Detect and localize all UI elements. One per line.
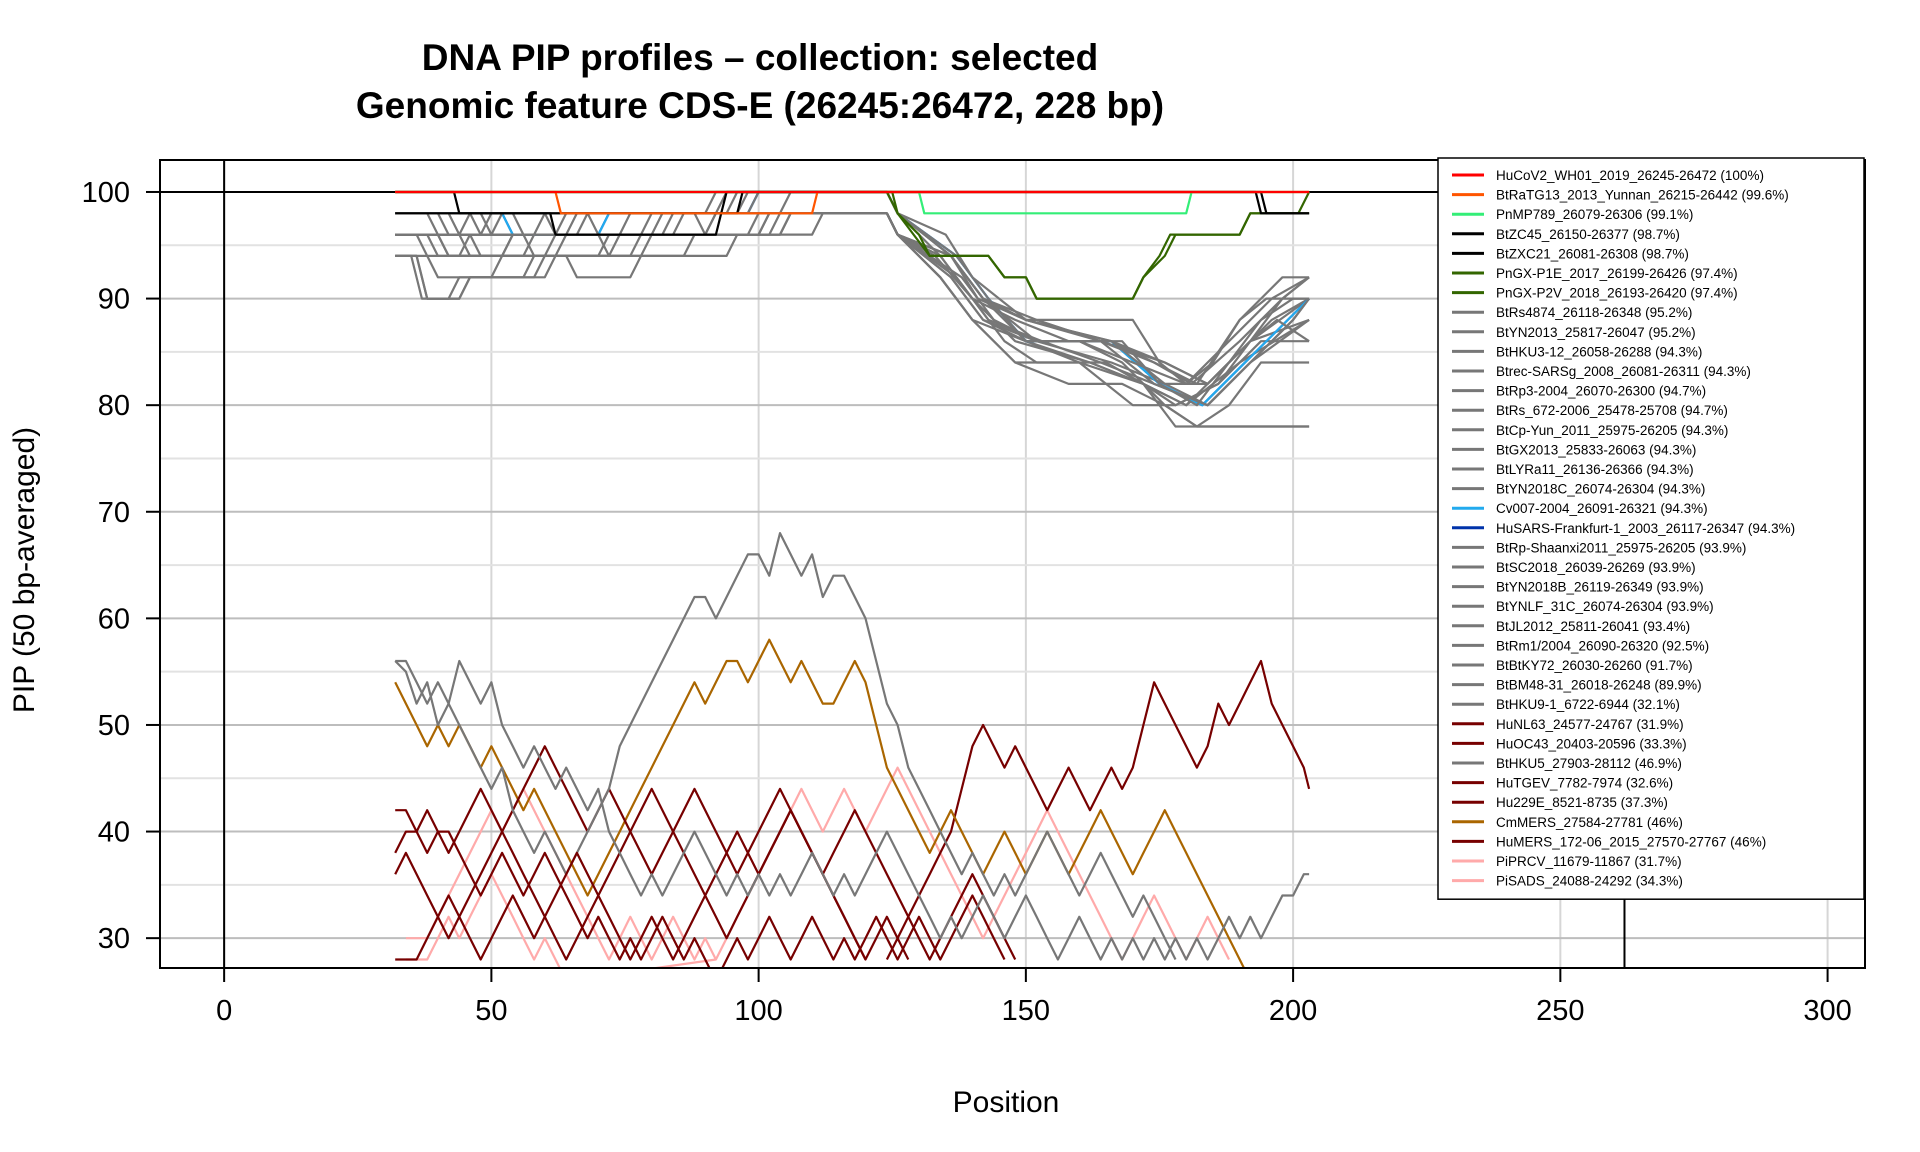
legend-entry: HuTGEV_7782-7974 (32.6%)	[1496, 776, 1673, 791]
legend-entry: BtRs4874_26118-26348 (95.2%)	[1496, 305, 1692, 320]
legend-entry: BtJL2012_25811-26041 (93.4%)	[1496, 619, 1690, 634]
legend-entry: BtHKU5_27903-28112 (46.9%)	[1496, 756, 1682, 771]
series-line	[395, 212, 1310, 407]
series-line	[395, 190, 1310, 385]
y-tick-label: 30	[98, 923, 130, 955]
plot-frame	[159, 159, 1866, 969]
legend-entry: CmMERS_27584-27781 (46%)	[1496, 815, 1683, 830]
x-tick-label: 250	[1536, 995, 1584, 1027]
legend-entry: HuNL63_24577-24767 (31.9%)	[1496, 717, 1684, 732]
series-line	[395, 190, 1310, 385]
y-tick-label: 90	[98, 284, 130, 316]
y-tick-label: 40	[98, 817, 130, 849]
legend-entry: BtBtKY72_26030-26260 (91.7%)	[1496, 658, 1693, 673]
x-tick-label: 0	[216, 995, 232, 1027]
legend-entry: BtHKU9-1_6722-6944 (32.1%)	[1496, 697, 1680, 712]
y-tick-label: 70	[98, 497, 130, 529]
x-tick-label: 300	[1803, 995, 1851, 1027]
legend-entry: BtSC2018_26039-26269 (93.9%)	[1496, 560, 1696, 575]
series-line	[395, 190, 1310, 215]
legend-entry: BtRm1/2004_26090-26320 (92.5%)	[1496, 638, 1709, 653]
legend-entry: BtYN2018C_26074-26304 (94.3%)	[1496, 482, 1705, 497]
legend-entry: PnGX-P2V_2018_26193-26420 (97.4%)	[1496, 286, 1738, 301]
series-line	[405, 787, 717, 961]
legend-entry: BtRp3-2004_26070-26300 (94.7%)	[1496, 384, 1706, 399]
chart-title: DNA PIP profiles – collection: selected	[422, 37, 1098, 78]
x-tick-label: 150	[1002, 995, 1050, 1027]
series-line	[395, 190, 1310, 215]
legend-entry: PnGX-P1E_2017_26199-26426 (97.4%)	[1496, 266, 1738, 281]
legend-entry: PiSADS_24088-24292 (34.3%)	[1496, 874, 1683, 889]
y-tick-label: 80	[98, 390, 130, 422]
series-line	[394, 830, 1006, 968]
legend-entry: BtRaTG13_2013_Yunnan_26215-26442 (99.6%)	[1496, 188, 1789, 203]
series-line	[395, 190, 1311, 300]
x-tick-label: 50	[475, 995, 507, 1027]
legend-entry: Cv007-2004_26091-26321 (94.3%)	[1496, 501, 1708, 516]
series-line	[395, 212, 1310, 407]
y-tick-label: 100	[82, 177, 130, 209]
legend-entry: BtYN2018B_26119-26349 (93.9%)	[1496, 580, 1704, 595]
legend-entry: BtRs_672-2006_25478-25708 (94.7%)	[1496, 403, 1728, 418]
series-line	[395, 190, 1310, 215]
legend-entry: PiPRCV_11679-11867 (31.7%)	[1496, 854, 1682, 869]
legend: HuCoV2_WH01_2019_26245-26472 (100%) BtRaT…	[1437, 157, 1865, 900]
legend-entry: BtCp-Yun_2011_25975-26205 (94.3%)	[1496, 423, 1728, 438]
legend-entry: BtLYRa11_26136-26366 (94.3%)	[1496, 462, 1694, 477]
series-line	[395, 190, 1310, 385]
legend-box	[1437, 157, 1865, 900]
legend-entry: BtBM48-31_26018-26248 (89.9%)	[1496, 678, 1702, 693]
legend-entry: BtZXC21_26081-26308 (98.7%)	[1496, 246, 1689, 261]
legend-entry: BtYN2013_25817-26047 (95.2%)	[1496, 325, 1696, 340]
series-line	[395, 659, 1310, 961]
legend-entry: HuOC43_20403-20596 (33.3%)	[1496, 736, 1687, 751]
y-axis-label: PIP (50 bp-averaged)	[8, 427, 41, 713]
chart-subtitle: Genomic feature CDS-E (26245:26472, 228 …	[356, 85, 1164, 126]
series-line	[395, 190, 1310, 385]
legend-entry: BtYNLF_31C_26074-26304 (93.9%)	[1496, 599, 1714, 614]
series-lines	[394, 190, 1311, 968]
legend-entry: BtHKU3-12_26058-26288 (94.3%)	[1496, 344, 1702, 359]
legend-entry: BtZC45_26150-26377 (98.7%)	[1496, 227, 1680, 242]
series-line	[394, 531, 1177, 960]
series-line	[395, 190, 1310, 236]
legend-entry: HuCoV2_WH01_2019_26245-26472 (100%)	[1496, 168, 1764, 183]
legend-entry: BtGX2013_25833-26063 (94.3%)	[1496, 442, 1696, 457]
x-tick-label: 200	[1269, 995, 1317, 1027]
y-tick-label: 60	[98, 603, 130, 635]
legend-entry: PnMP789_26079-26306 (99.1%)	[1496, 207, 1693, 222]
legend-entry: BtRp-Shaanxi2011_25975-26205 (93.9%)	[1496, 540, 1746, 555]
series-line	[394, 638, 1246, 968]
x-axis-label: Position	[953, 1086, 1060, 1119]
legend-entry: Btrec-SARSg_2008_26081-26311 (94.3%)	[1496, 364, 1751, 379]
legend-entry: HuMERS_172-06_2015_27570-27767 (46%)	[1496, 834, 1766, 849]
legend-entry: HuSARS-Frankfurt-1_2003_26117-26347 (94.…	[1496, 521, 1795, 536]
y-tick-label: 50	[98, 710, 130, 742]
series-line	[395, 745, 867, 961]
legend-entry: Hu229E_8521-8735 (37.3%)	[1496, 795, 1668, 810]
axis-ticks: 0 50 100 150 200 250 300 30 40 50 60 70 80 90 100	[82, 177, 1852, 1027]
series-line	[885, 659, 1311, 960]
x-tick-label: 100	[734, 995, 782, 1027]
series-line	[395, 190, 1310, 385]
